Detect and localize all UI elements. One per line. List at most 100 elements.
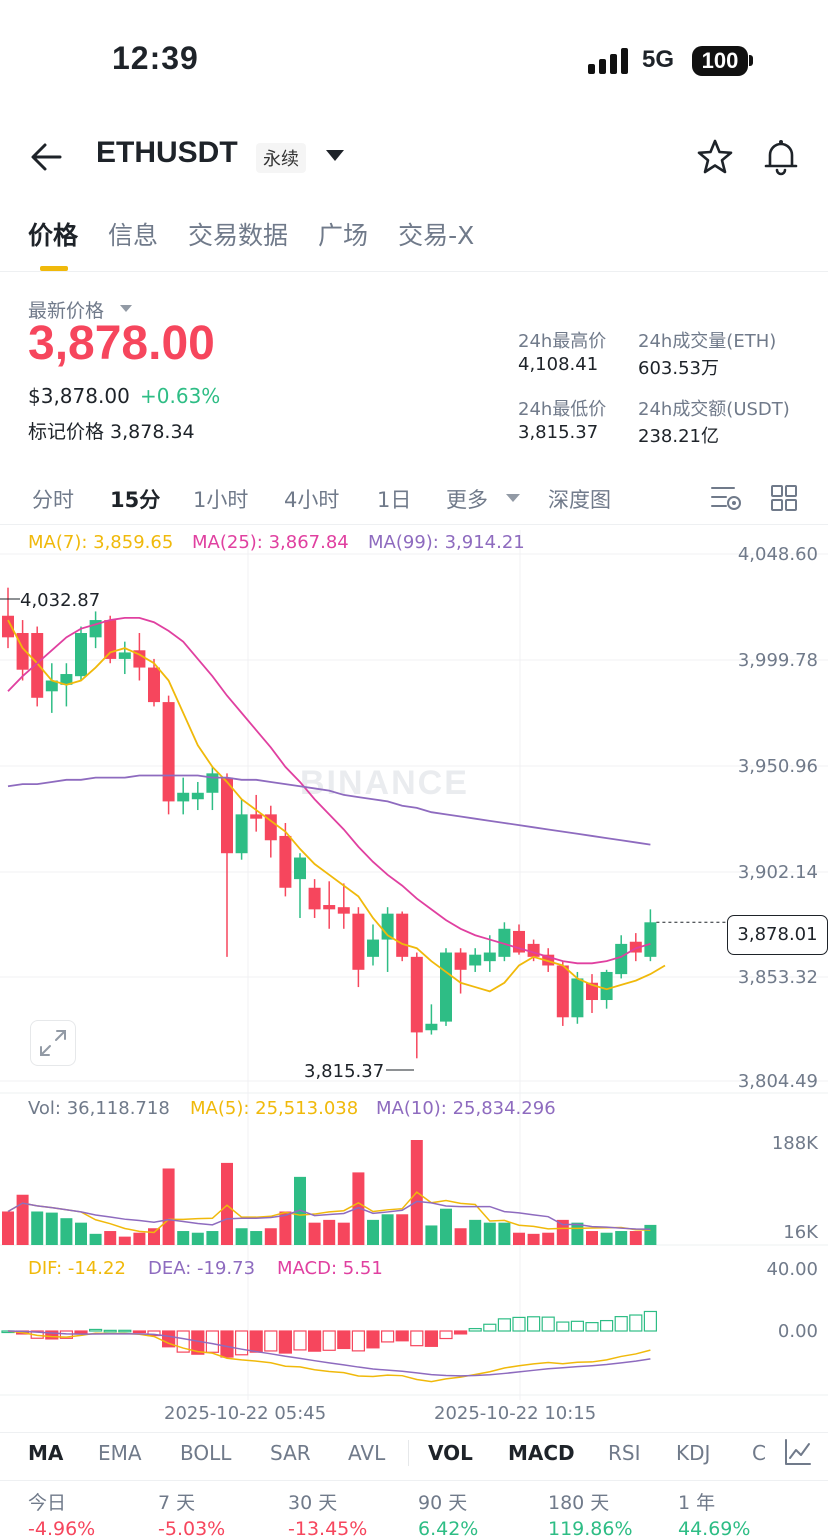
perf-value: -5.03%: [158, 1518, 226, 1540]
volume-bar: [352, 1172, 365, 1245]
legend-volume: Vol: 36,118.718: [28, 1098, 170, 1119]
macd-histogram-bar: [512, 1316, 526, 1332]
interval-15m[interactable]: 15分: [110, 488, 161, 512]
indicator-sar[interactable]: SAR: [270, 1441, 311, 1465]
vol-tick-label: 16K: [783, 1222, 818, 1243]
network-type: 5G: [642, 46, 675, 73]
macd-histogram-bar: [483, 1323, 497, 1332]
indicator-ema[interactable]: EMA: [98, 1441, 142, 1465]
chart-settings-icon[interactable]: [710, 484, 742, 512]
candle-body: [45, 680, 58, 692]
candle-body: [118, 652, 131, 659]
candle-body: [367, 939, 379, 957]
volume-bar: [206, 1231, 219, 1245]
macd-histogram-bar: [249, 1330, 263, 1353]
volume-bar: [308, 1222, 321, 1245]
chevron-down-icon[interactable]: [326, 150, 344, 161]
interval-depth[interactable]: 深度图: [548, 488, 611, 512]
candle-body: [629, 941, 642, 953]
y-tick-label: 3,853.32: [737, 967, 818, 988]
indicator-ma[interactable]: MA: [28, 1441, 64, 1465]
volume-bar: [469, 1219, 482, 1245]
perf-label: 90 天: [418, 1492, 468, 1514]
macd-histogram-bar: [643, 1310, 658, 1332]
tab-trade-x[interactable]: 交易-X: [398, 221, 475, 250]
tab-square[interactable]: 广场: [318, 221, 369, 250]
x-tick-label: 2025-10-22 10:15: [434, 1403, 597, 1424]
macd-tick-label: 40.00: [766, 1259, 818, 1280]
battery-tip: [749, 55, 753, 66]
candle-body: [221, 777, 233, 854]
dif-line: [7, 1330, 651, 1383]
symbol-title[interactable]: ETHUSDT: [96, 136, 238, 169]
tab-info[interactable]: 信息: [108, 221, 159, 250]
volume-bar: [513, 1232, 525, 1245]
perf-label: 1 年: [678, 1492, 716, 1514]
indicator-settings-icon[interactable]: [784, 1438, 812, 1466]
macd-histogram-bar: [132, 1330, 146, 1334]
volume-bar: [75, 1222, 87, 1245]
macd-histogram-bar: [585, 1322, 599, 1332]
interval-1h[interactable]: 1小时: [193, 488, 249, 512]
indicator-kdj[interactable]: KDJ: [676, 1441, 711, 1465]
candle-body: [133, 650, 146, 668]
indicator-more[interactable]: C: [752, 1441, 766, 1465]
tab-price[interactable]: 价格: [28, 221, 79, 250]
volume-bar: [571, 1222, 584, 1245]
stat-24h-turnover-label: 24h成交额(USDT): [638, 399, 790, 420]
volume-bar: [527, 1233, 540, 1245]
volume-bar: [337, 1222, 350, 1245]
back-arrow-icon[interactable]: [30, 140, 64, 174]
vol-ma5-line: [7, 1191, 651, 1234]
layout-grid-icon[interactable]: [770, 484, 798, 512]
macd-histogram-bar: [454, 1330, 468, 1335]
volume-bar: [89, 1233, 102, 1245]
interval-4h[interactable]: 4小时: [284, 488, 340, 512]
y-tick-label: 3,999.78: [737, 650, 818, 671]
candle-body: [615, 943, 628, 975]
interval-more[interactable]: 更多: [446, 488, 488, 512]
main-tabs: 价格 信息 交易数据 广场 交易-X: [28, 216, 504, 252]
tab-trading-data[interactable]: 交易数据: [188, 221, 289, 250]
volume-bar: [586, 1231, 598, 1245]
volume-bar: [367, 1219, 379, 1245]
macd-histogram-bar: [468, 1327, 482, 1332]
volume-bar: [615, 1231, 628, 1245]
chevron-down-icon[interactable]: [506, 494, 520, 502]
macd-histogram-bar: [176, 1330, 190, 1353]
macd-histogram-bar: [410, 1330, 424, 1347]
star-icon[interactable]: [696, 138, 734, 176]
candle-body: [396, 913, 409, 957]
volume-bar: [104, 1231, 117, 1245]
candle-body: [586, 982, 598, 1001]
macd-histogram-bar: [439, 1330, 453, 1340]
interval-1d[interactable]: 1日: [377, 488, 412, 512]
volume-bar: [440, 1208, 452, 1245]
macd-histogram-bar: [45, 1330, 59, 1340]
macd-histogram-bar: [118, 1329, 132, 1333]
indicator-avl[interactable]: AVL: [348, 1441, 386, 1465]
macd-histogram-bar: [308, 1330, 322, 1352]
indicator-boll[interactable]: BOLL: [180, 1441, 232, 1465]
candle-body: [75, 633, 87, 677]
indicator-macd[interactable]: MACD: [508, 1441, 575, 1465]
expand-icon[interactable]: [30, 1020, 76, 1066]
interval-line[interactable]: 分时: [32, 488, 74, 512]
latest-price-label[interactable]: 最新价格: [28, 300, 105, 322]
perf-label: 7 天: [158, 1492, 196, 1514]
candlestick-chart[interactable]: [0, 530, 828, 1410]
legend-ma7: MA(7): 3,859.65: [28, 532, 174, 553]
candle-body: [264, 814, 277, 841]
bell-icon[interactable]: [762, 138, 800, 176]
volume-bar: [556, 1219, 569, 1245]
candle-body: [337, 907, 350, 914]
legend-ma99: MA(99): 3,914.21: [368, 532, 525, 553]
signal-icon: [588, 48, 628, 74]
ma25-line: [7, 617, 651, 965]
volume-bar: [644, 1224, 657, 1245]
perf-label: 今日: [28, 1492, 67, 1514]
indicator-vol[interactable]: VOL: [428, 1441, 473, 1465]
chevron-down-icon[interactable]: [120, 305, 132, 312]
contract-type-badge: 永续: [256, 143, 306, 173]
indicator-rsi[interactable]: RSI: [608, 1441, 641, 1465]
